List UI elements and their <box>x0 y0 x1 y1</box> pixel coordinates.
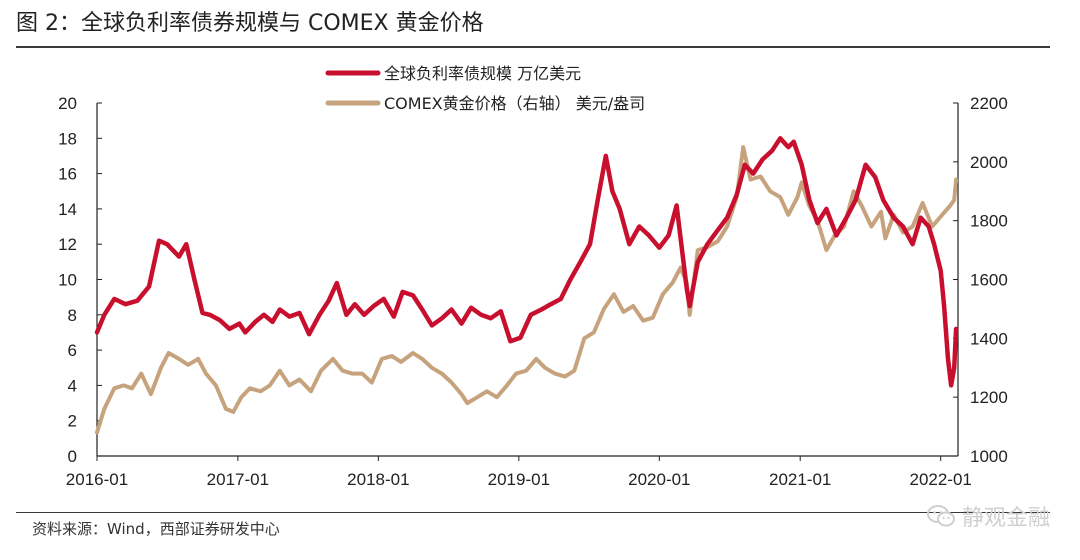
left-tick-label: 8 <box>68 306 77 325</box>
x-tick-label: 2020-01 <box>628 470 690 489</box>
left-tick-label: 16 <box>58 165 77 184</box>
watermark-text: 静观金融 <box>961 506 1050 531</box>
x-tick-label: 2022-01 <box>909 470 971 489</box>
source-note: 资料来源：Wind，西部证券研发中心 <box>32 520 280 538</box>
left-tick-label: 10 <box>58 271 77 290</box>
legend-label-gold: COMEX黄金价格（右轴） 美元/盎司 <box>384 94 645 113</box>
legend-label-debt: 全球负利率债规模 万亿美元 <box>384 64 581 83</box>
x-tick-label: 2019-01 <box>488 470 550 489</box>
chart: 0 2 4 6 8 10 12 14 16 18 20 1000 1200 1400 1600 1800 200… <box>58 64 1008 489</box>
left-tick-label: 2 <box>68 412 77 431</box>
left-tick-label: 4 <box>68 376 77 395</box>
left-tick-label: 12 <box>58 235 77 254</box>
negative-yield-debt-line <box>94 136 959 388</box>
wechat-icon <box>926 505 955 527</box>
left-tick-label: 14 <box>58 200 77 219</box>
x-tick-label: 2018-01 <box>347 470 409 489</box>
comex-gold-line <box>95 145 959 435</box>
right-tick-label: 1600 <box>970 271 1008 290</box>
x-tick-label: 2016-01 <box>66 470 128 489</box>
chart-axes: 0 2 4 6 8 10 12 14 16 18 20 1000 1200 1400 1600 1800 200… <box>58 94 1008 489</box>
chart-legend: 全球负利率债规模 万亿美元 COMEX黄金价格（右轴） 美元/盎司 <box>325 64 645 113</box>
right-tick-label: 1800 <box>970 212 1008 231</box>
watermark: 静观金融 <box>926 500 1050 532</box>
right-tick-label: 1000 <box>970 447 1008 466</box>
figure-title: 图 2：全球负利率债券规模与 COMEX 黄金价格 <box>16 11 484 36</box>
footer-divider <box>16 512 1050 513</box>
chart-plot <box>94 136 959 435</box>
title-divider <box>16 46 1050 48</box>
right-tick-label: 2200 <box>970 94 1008 113</box>
left-tick-label: 20 <box>58 94 77 113</box>
left-tick-label: 18 <box>58 129 77 148</box>
left-tick-label: 6 <box>68 341 77 360</box>
x-tick-label: 2021-01 <box>769 470 831 489</box>
x-tick-label: 2017-01 <box>207 470 269 489</box>
right-tick-label: 2000 <box>970 153 1008 172</box>
right-tick-label: 1400 <box>970 329 1008 348</box>
left-tick-label: 0 <box>68 447 77 466</box>
right-tick-label: 1200 <box>970 388 1008 407</box>
